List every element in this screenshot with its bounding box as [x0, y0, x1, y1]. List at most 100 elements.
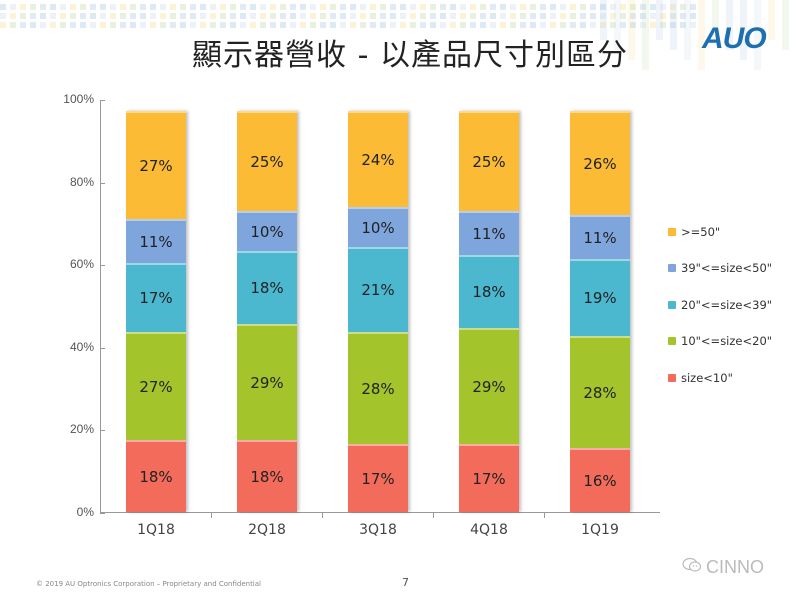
segment-value-label: 27%	[139, 157, 173, 176]
segment-value-label: 29%	[250, 373, 284, 392]
segment-value-label: 25%	[250, 153, 284, 172]
x-category-label: 2Q18	[248, 522, 286, 538]
bar-segment: 17%	[348, 443, 408, 512]
legend-swatch-icon	[668, 300, 676, 309]
header-decoration	[0, 0, 800, 90]
auo-logo: AUO	[702, 22, 767, 55]
y-tick-label: 60%	[69, 257, 94, 272]
y-tick-mark	[100, 265, 105, 267]
decorative-column	[684, 0, 691, 60]
legend-swatch-icon	[668, 337, 676, 345]
bar-2q18: 18% 29% 18% 10% 25%	[237, 111, 297, 512]
bar-segment: 18%	[126, 439, 186, 512]
x-axis	[100, 512, 660, 513]
x-category-label: 1Q19	[581, 522, 619, 538]
bar-segment: 11%	[126, 219, 186, 264]
segment-value-label: 26%	[583, 155, 617, 174]
segment-value-label: 28%	[583, 383, 617, 402]
bar-segment: 28%	[570, 335, 630, 448]
segment-value-label: 18%	[250, 467, 284, 486]
bar-segment: 10%	[348, 207, 408, 248]
legend-item: size<10"	[668, 370, 772, 385]
bar-segment: 18%	[459, 255, 519, 328]
copyright-footer: © 2019 AU Optronics Corporation – Propri…	[36, 580, 261, 588]
bar-segment: 18%	[237, 251, 297, 324]
y-tick-mark	[100, 347, 105, 349]
segment-value-label: 16%	[583, 471, 617, 490]
segment-value-label: 10%	[361, 219, 395, 238]
y-tick-mark	[100, 100, 105, 101]
x-category-label: 1Q18	[137, 522, 175, 538]
legend-item: 20"<=size<39"	[668, 297, 773, 312]
slide-title: 顯示器營收 - 以產品尺寸別區分	[192, 38, 628, 73]
x-tick-mark	[433, 513, 434, 518]
segment-value-label: 18%	[472, 283, 506, 302]
bar-4q18: 17% 29% 18% 11% 25%	[459, 111, 519, 512]
bar-segment: 21%	[348, 247, 408, 332]
y-tick-label: 80%	[69, 174, 94, 189]
segment-value-label: 21%	[361, 281, 395, 300]
legend-item: >=50"	[668, 224, 772, 239]
y-tick-label: 0%	[76, 505, 94, 519]
watermark-text: CINNO	[706, 557, 764, 577]
decorative-column	[642, 0, 649, 70]
y-tick-label: 100%	[63, 92, 94, 106]
y-tick-label: 20%	[69, 422, 94, 437]
bar-segment: 17%	[459, 443, 519, 512]
bar-1q19: 16% 28% 19% 11% 26%	[570, 111, 630, 512]
legend-label: >=50"	[681, 224, 721, 239]
x-category-label: 3Q18	[359, 522, 397, 538]
y-tick-label: 40%	[69, 339, 94, 354]
segment-value-label: 29%	[472, 377, 506, 396]
legend-swatch-icon	[668, 264, 676, 272]
chart-legend: >=50" 39"<=size<50" 20"<=size<39" 10"<=size…	[668, 224, 773, 409]
legend-item: 10"<=size<20"	[668, 334, 773, 348]
y-tick-mark	[100, 430, 105, 432]
page-number: 7	[402, 576, 409, 589]
x-tick-mark	[211, 513, 212, 518]
legend-label: 10"<=size<20"	[681, 334, 773, 348]
segment-value-label: 11%	[472, 225, 506, 244]
bar-segment: 17%	[126, 263, 186, 332]
segment-value-label: 11%	[583, 229, 617, 248]
y-tick-mark	[100, 513, 105, 514]
bar-segment: 27%	[126, 111, 186, 220]
segment-value-label: 17%	[361, 469, 395, 488]
legend-label: 39"<=size<50"	[681, 261, 773, 275]
y-axis	[100, 100, 101, 513]
segment-value-label: 19%	[583, 289, 617, 308]
bar-segment: 29%	[459, 327, 519, 444]
x-category-label: 4Q18	[470, 522, 508, 538]
decorative-column	[656, 0, 663, 40]
x-tick-mark	[544, 513, 545, 518]
bar-segment: 29%	[237, 323, 297, 440]
decorative-column	[712, 0, 719, 40]
legend-swatch-icon	[668, 373, 676, 382]
bar-segment: 18%	[237, 439, 297, 512]
decorative-column	[782, 0, 789, 50]
bar-segment: 16%	[570, 447, 630, 512]
legend-label: size<10"	[681, 370, 733, 385]
decorative-stripe	[0, 4, 696, 10]
segment-value-label: 11%	[139, 233, 173, 252]
segment-value-label: 18%	[250, 279, 284, 298]
cinno-watermark: CINNO	[682, 557, 764, 578]
legend-swatch-icon	[668, 227, 676, 236]
bar-segment: 25%	[237, 111, 297, 212]
bar-segment: 24%	[348, 111, 408, 208]
segment-value-label: 27%	[139, 377, 173, 396]
legend-label: 20"<=size<39"	[681, 297, 773, 312]
bar-1q18: 18% 27% 17% 11% 27%	[126, 111, 186, 512]
y-tick-mark	[100, 182, 105, 184]
segment-value-label: 25%	[472, 153, 506, 172]
bar-segment: 19%	[570, 259, 630, 336]
legend-item: 39"<=size<50"	[668, 261, 773, 275]
segment-value-label: 28%	[361, 379, 395, 398]
decorative-column	[754, 0, 761, 70]
segment-value-label: 17%	[472, 469, 506, 488]
decorative-column	[600, 0, 607, 40]
bar-segment: 10%	[237, 211, 297, 252]
segment-value-label: 17%	[139, 289, 173, 308]
decorative-stripe	[0, 22, 696, 28]
stacked-bar-chart: 0% 20% 40% 60% 80% 100% 18% 27% 17% 11% 27% 1Q18 18%…	[63, 92, 660, 538]
